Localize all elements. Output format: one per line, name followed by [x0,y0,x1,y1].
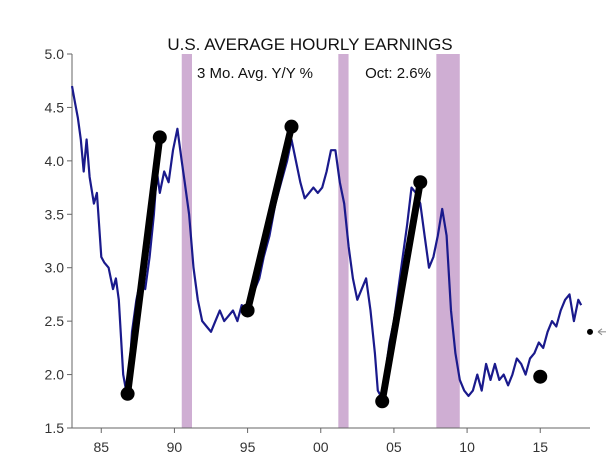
recession-band-1 [181,54,192,428]
y-ticks: 1.5 2.0 2.5 3.0 3.5 4.0 4.5 5.0 [45,46,72,436]
axes [71,54,590,429]
turning-point-marker [152,130,167,145]
turning-point-marker [533,369,548,384]
trend-line-1 [124,133,164,398]
current-value-dot [587,328,593,335]
trend-line-3 [378,178,424,405]
y-tick-label: 4.0 [45,153,65,169]
y-tick-label: 2.5 [45,313,65,329]
y-tick-label: 3.0 [45,260,65,276]
turning-point-marker [240,303,255,318]
y-tick-label: 4.5 [45,99,65,115]
y-tick-label: 3.5 [45,206,65,222]
arrow-head-icon [597,328,603,336]
turning-point-marker [375,394,390,409]
turning-point-marker [413,175,428,190]
x-tick-label: 90 [167,439,183,455]
chart-title: U.S. AVERAGE HOURLY EARNINGS [167,35,452,54]
trend-line-2 [244,123,295,314]
markers [120,119,606,409]
x-tick-label: 85 [93,439,109,455]
chart-subtitle: 3 Mo. Avg. Y/Y % [197,65,313,82]
x-tick-label: 05 [386,439,402,455]
x-tick-label: 00 [313,439,329,455]
recession-bands [181,54,460,428]
recession-band-3 [436,54,460,428]
x-tick-label: 10 [459,439,475,455]
trend-lines [124,123,424,405]
latest-value-annotation: Oct: 2.6% [365,65,431,82]
turning-point-marker [284,119,299,134]
recession-band-2 [338,54,349,428]
turning-point-marker [120,386,135,401]
y-tick-label: 1.5 [45,420,65,436]
x-tick-label: 15 [532,439,548,455]
y-tick-label: 5.0 [45,46,65,62]
x-tick-label: 95 [240,439,256,455]
y-tick-label: 2.0 [45,367,65,383]
x-ticks: 85 90 95 00 05 10 15 [93,428,548,455]
